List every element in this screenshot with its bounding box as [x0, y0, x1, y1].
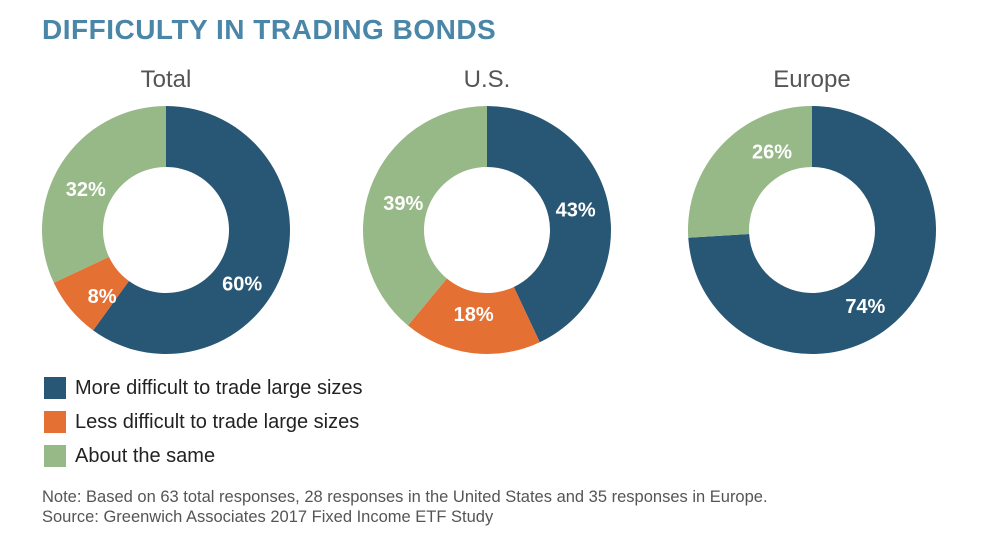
legend-swatch [44, 377, 66, 399]
legend-item-more-difficult: More difficult to trade large sizes [44, 371, 363, 405]
legend-label: About the same [75, 444, 216, 467]
data-label: 60% [222, 273, 262, 295]
data-label: 74% [845, 296, 885, 318]
donut-slice [688, 106, 812, 238]
chart-title: Total [141, 66, 192, 93]
note-text: Note: Based on 63 total responses, 28 re… [42, 488, 768, 506]
legend-swatch [44, 445, 66, 467]
legend-item-about-same: About the same [44, 439, 363, 473]
donut-chart-1: Total 60% 8% 32% [41, 66, 290, 354]
donut-slice [41, 105, 166, 283]
data-label: 39% [383, 193, 423, 215]
data-label: 32% [66, 179, 106, 201]
donut-slice [688, 106, 936, 354]
legend-label: More difficult to trade large sizes [75, 376, 363, 399]
legend-swatch [44, 411, 66, 433]
legend-item-less-difficult: Less difficult to trade large sizes [44, 405, 363, 439]
legend-label: Less difficult to trade large sizes [75, 410, 360, 433]
donut-slice [53, 256, 129, 331]
page-title: DIFFICULTY IN TRADING BONDS [42, 14, 497, 45]
donut-slice [487, 106, 611, 343]
source-text: Source: Greenwich Associates 2017 Fixed … [42, 508, 494, 526]
donut-chart-3: Europe 74% 26% [688, 66, 936, 354]
data-label: 18% [454, 304, 494, 326]
donut-slice [93, 106, 290, 354]
data-label: 26% [752, 142, 792, 164]
data-label: 8% [88, 286, 117, 308]
data-label: 43% [556, 200, 596, 222]
chart-title: Europe [773, 66, 850, 93]
chart-title: U.S. [464, 66, 511, 93]
footnote: Note: Based on 63 total responses, 28 re… [42, 487, 768, 527]
donut-slice [362, 105, 487, 326]
donut-slice [407, 278, 540, 354]
donut-chart-2: U.S. 43% 18% 39% [362, 66, 611, 354]
legend: More difficult to trade large sizes Less… [44, 371, 363, 473]
